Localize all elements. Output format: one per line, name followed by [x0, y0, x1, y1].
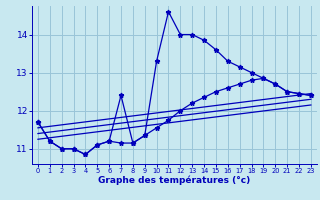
X-axis label: Graphe des températures (°c): Graphe des températures (°c) [98, 176, 251, 185]
